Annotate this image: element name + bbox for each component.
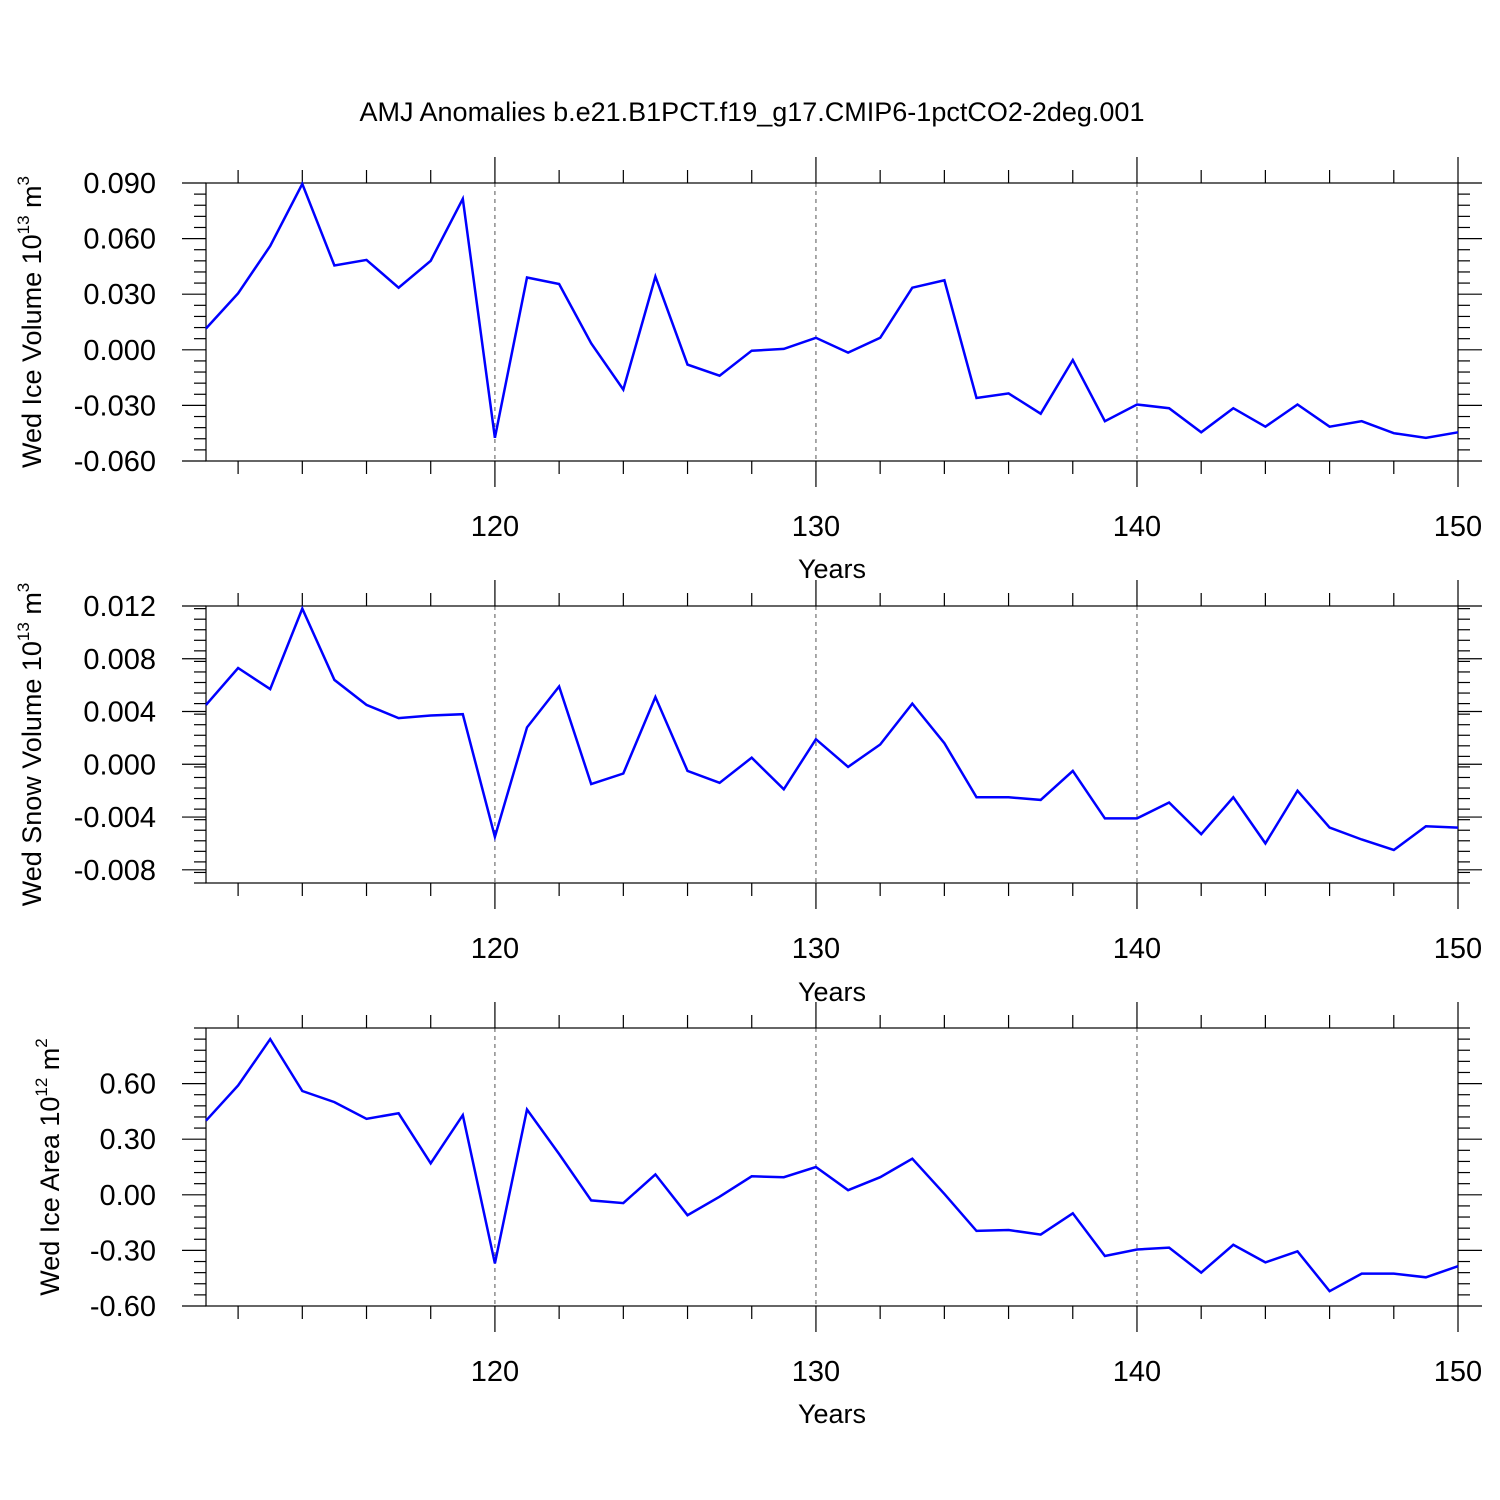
y-axis-label: Wed Ice Area 1012 m2 <box>32 1038 65 1296</box>
y-tick-label: 0.000 <box>83 335 156 367</box>
y-tick-label: 0.30 <box>100 1124 156 1156</box>
y-axis-label-text: Wed Ice Volume 10 <box>17 234 47 468</box>
panel-3: -0.60 -0.30 0.00 0.30 0.60 120 130 140 150 Years W… <box>32 1002 1482 1429</box>
plot-frame <box>205 182 1459 462</box>
x-tick-label: 140 <box>1113 933 1161 965</box>
y-tick-label: 0.030 <box>83 279 156 311</box>
y-tick-label: -0.060 <box>74 446 156 478</box>
y-tick-label: 0.090 <box>83 168 156 200</box>
series-line <box>205 1036 1459 1293</box>
y-axis-label-exponent: 13 <box>14 622 33 641</box>
y-tick-label: 0.008 <box>83 644 156 676</box>
y-axis-label-text: Wed Snow Volume 10 <box>17 641 47 906</box>
series-line <box>205 605 1459 852</box>
y-tick-label: -0.004 <box>74 802 156 834</box>
x-tick-label: 130 <box>792 1356 840 1388</box>
x-tick-label: 130 <box>792 511 840 543</box>
y-axis-label-unit: m <box>35 1048 65 1078</box>
plot-frame <box>205 605 1459 884</box>
y-tick-label: 0.00 <box>100 1180 156 1212</box>
y-axis-label-unit-exponent: 3 <box>14 583 33 592</box>
panel-2: -0.008 -0.004 0.000 0.004 0.008 0.012 120 130 14… <box>14 580 1482 1007</box>
chart-title: AMJ Anomalies b.e21.B1PCT.f19_g17.CMIP6-… <box>360 97 1145 127</box>
y-tick-label: 0.012 <box>83 591 156 623</box>
x-tick-label: 120 <box>471 933 519 965</box>
plot-frame <box>205 1027 1459 1307</box>
x-tick-label: 150 <box>1434 933 1482 965</box>
x-tick-label: 130 <box>792 933 840 965</box>
y-tick-label: 0.60 <box>100 1069 156 1101</box>
y-axis-label-exponent: 12 <box>32 1078 51 1097</box>
y-axis-label-unit: m <box>17 592 47 622</box>
panel-1: -0.060 -0.030 0.000 0.030 0.060 0.090 120 130 14… <box>14 157 1482 584</box>
x-tick-label: 120 <box>471 511 519 543</box>
y-tick-label: -0.030 <box>74 390 156 422</box>
y-tick-label: -0.30 <box>90 1235 156 1267</box>
y-tick-label: 0.000 <box>83 749 156 781</box>
x-tick-label: 150 <box>1434 1356 1482 1388</box>
y-tick-label: -0.008 <box>74 855 156 887</box>
x-tick-label: 120 <box>471 1356 519 1388</box>
x-tick-label: 140 <box>1113 511 1161 543</box>
y-axis-label-unit-exponent: 2 <box>32 1038 51 1047</box>
y-axis-label-exponent: 13 <box>14 215 33 234</box>
x-tick-label: 140 <box>1113 1356 1161 1388</box>
y-tick-label: -0.60 <box>90 1291 156 1323</box>
series-line <box>205 180 1459 440</box>
x-axis-label: Years <box>798 977 866 1007</box>
y-axis-label: Wed Ice Volume 1013 m3 <box>14 176 47 468</box>
y-axis-label-text: Wed Ice Area 10 <box>35 1097 65 1296</box>
y-tick-label: 0.004 <box>83 697 156 729</box>
x-tick-label: 150 <box>1434 511 1482 543</box>
panels: -0.060 -0.030 0.000 0.030 0.060 0.090 120 130 14… <box>14 157 1482 1429</box>
x-axis-label: Years <box>798 554 866 584</box>
y-axis-label-unit-exponent: 3 <box>14 176 33 185</box>
x-axis-label: Years <box>798 1399 866 1429</box>
y-axis-label: Wed Snow Volume 1013 m3 <box>14 583 47 907</box>
y-axis-label-unit: m <box>17 185 47 215</box>
y-tick-label: 0.060 <box>83 224 156 256</box>
